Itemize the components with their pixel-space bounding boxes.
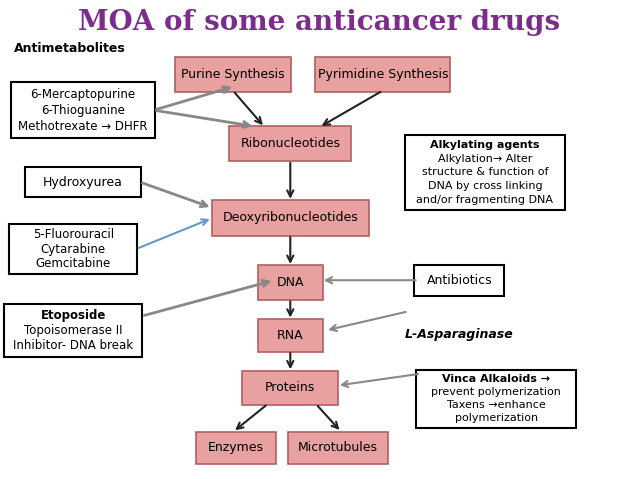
Text: Antimetabolites: Antimetabolites: [14, 42, 126, 56]
Text: Gemcitabine: Gemcitabine: [36, 257, 111, 270]
Text: MOA of some anticancer drugs: MOA of some anticancer drugs: [78, 10, 560, 36]
Text: DNA by cross linking: DNA by cross linking: [427, 181, 542, 191]
Text: Alkylating agents: Alkylating agents: [430, 140, 540, 150]
Text: Ribonucleotides: Ribonucleotides: [241, 137, 340, 150]
Text: Antibiotics: Antibiotics: [427, 274, 492, 287]
Text: 6-Thioguanine: 6-Thioguanine: [41, 103, 125, 117]
FancyBboxPatch shape: [315, 57, 450, 92]
FancyBboxPatch shape: [9, 224, 138, 274]
Text: structure & function of: structure & function of: [422, 168, 548, 177]
Text: 5-Fluorouracil: 5-Fluorouracil: [33, 228, 114, 241]
Text: 6-Mercaptopurine: 6-Mercaptopurine: [31, 88, 135, 101]
FancyBboxPatch shape: [4, 304, 142, 357]
FancyBboxPatch shape: [415, 265, 504, 296]
Text: Cytarabine: Cytarabine: [41, 242, 106, 256]
Text: polymerization: polymerization: [455, 413, 538, 423]
Text: DNA: DNA: [276, 276, 304, 289]
FancyBboxPatch shape: [26, 167, 140, 197]
FancyBboxPatch shape: [258, 265, 322, 300]
FancyBboxPatch shape: [242, 371, 338, 405]
FancyBboxPatch shape: [258, 319, 322, 352]
Text: prevent polymerization: prevent polymerization: [431, 387, 561, 397]
FancyBboxPatch shape: [416, 370, 577, 427]
Text: Deoxyribonucleotides: Deoxyribonucleotides: [223, 211, 358, 225]
Text: and/or fragmenting DNA: and/or fragmenting DNA: [417, 194, 553, 205]
Text: Alkylation→ Alter: Alkylation→ Alter: [438, 154, 532, 164]
Text: Hydroxyurea: Hydroxyurea: [43, 175, 123, 189]
FancyBboxPatch shape: [230, 126, 351, 161]
Text: Etoposide: Etoposide: [41, 309, 106, 322]
Text: RNA: RNA: [277, 329, 304, 342]
Text: Enzymes: Enzymes: [208, 441, 264, 455]
Text: Vinca Alkaloids →: Vinca Alkaloids →: [442, 374, 551, 384]
FancyBboxPatch shape: [175, 57, 290, 92]
Text: Proteins: Proteins: [265, 381, 315, 395]
Text: Topoisomerase II: Topoisomerase II: [24, 324, 122, 337]
FancyBboxPatch shape: [212, 200, 369, 236]
Text: Methotrexate → DHFR: Methotrexate → DHFR: [19, 120, 147, 133]
FancyBboxPatch shape: [404, 135, 565, 210]
Text: Pyrimidine Synthesis: Pyrimidine Synthesis: [318, 68, 448, 81]
FancyBboxPatch shape: [11, 82, 155, 138]
Text: Inhibitor- DNA break: Inhibitor- DNA break: [13, 339, 133, 352]
FancyBboxPatch shape: [196, 432, 276, 464]
Text: Taxens →enhance: Taxens →enhance: [447, 400, 545, 410]
FancyBboxPatch shape: [288, 432, 388, 464]
Text: Microtubules: Microtubules: [298, 441, 378, 455]
Text: Purine Synthesis: Purine Synthesis: [181, 68, 285, 81]
Text: L-Asparaginase: L-Asparaginase: [405, 328, 514, 341]
